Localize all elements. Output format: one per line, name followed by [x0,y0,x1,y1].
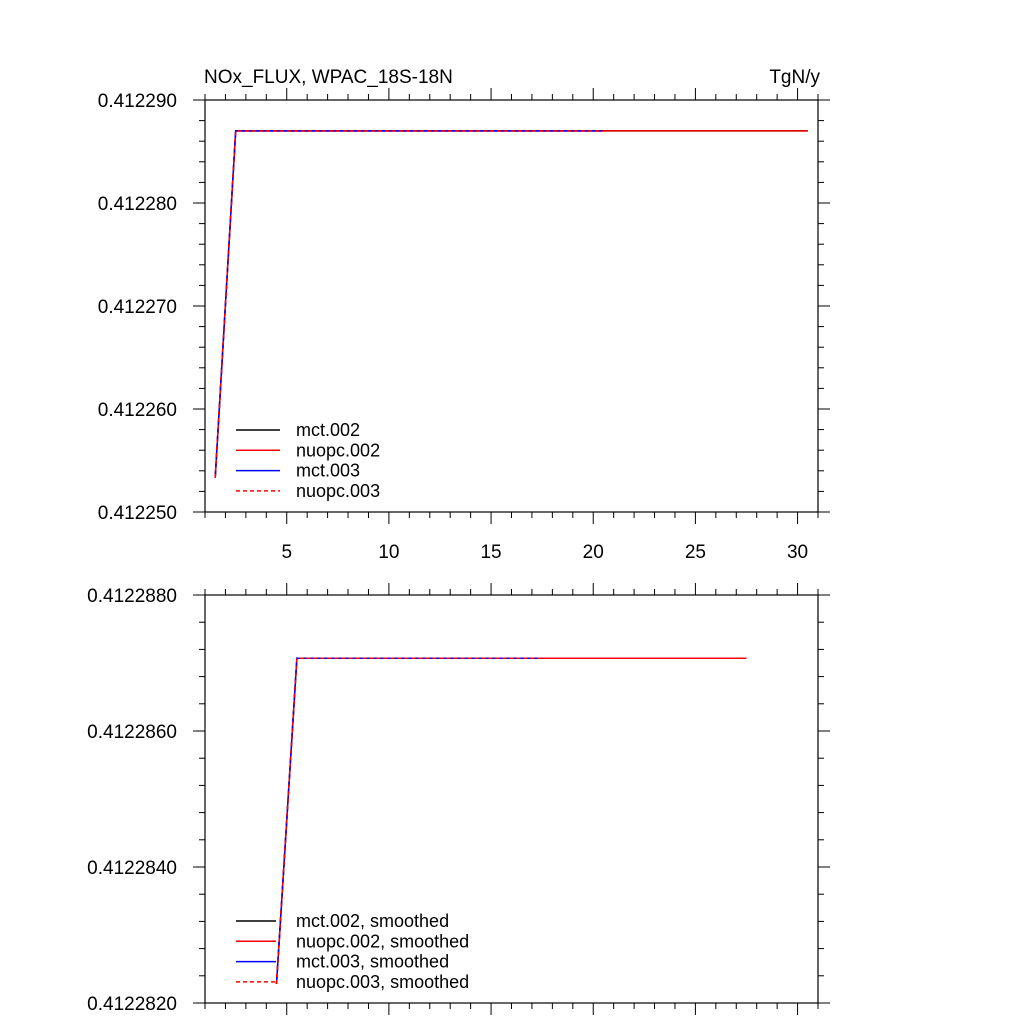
legend-label-3: nuopc.003 [296,481,380,501]
y-tick-label: 0.4122820 [87,994,177,1015]
top-panel: NOx_FLUX, WPAC_18S-18N TgN/y 5 10 15 20 25 30… [98,67,830,563]
legend-label-0: mct.002 [296,420,360,440]
y-tick-label: 0.412280 [98,194,177,215]
bottom-series-group [275,657,747,985]
x-tick-label: 30 [787,542,808,563]
x-tick-label: 10 [378,542,399,563]
legend-label-3: nuopc.003, smoothed [296,972,469,992]
x-tick-label: 5 [281,542,292,563]
top-axes: 5 10 15 20 25 30 0.412250 0.412260 0.412270 0.412… [98,88,830,563]
y-tick-label: 0.412260 [98,400,177,421]
y-tick-label: 0.412270 [98,297,177,318]
y-tick-label: 0.4122860 [87,722,177,743]
legend-label-0: mct.002, smoothed [296,911,449,931]
x-tick-label: 15 [480,542,501,563]
legend-label-1: nuopc.002, smoothed [296,931,469,951]
legend-label-1: nuopc.002 [296,440,380,460]
y-tick-label: 0.412290 [98,91,177,112]
units-label: TgN/y [769,67,820,88]
y-tick-label: 0.4122840 [87,858,177,879]
series-line-3 [214,130,604,479]
legend-label-2: mct.003, smoothed [296,952,449,972]
bottom-panel: 0.4122820 0.4122840 0.4122860 0.4122880 mct… [87,583,830,1015]
bottom-axes: 0.4122820 0.4122840 0.4122860 0.4122880 [87,583,830,1015]
series-line-2 [214,130,604,479]
y-tick-label: 0.412250 [98,503,177,524]
chart-title: NOx_FLUX, WPAC_18S-18N [204,67,453,88]
top-series-group [214,130,808,479]
legend-label-2: mct.003 [296,461,360,481]
series-line-3 [275,657,543,985]
x-tick-label: 20 [583,542,604,563]
y-tick-label: 0.4122880 [87,586,177,607]
x-tick-label: 25 [685,542,706,563]
